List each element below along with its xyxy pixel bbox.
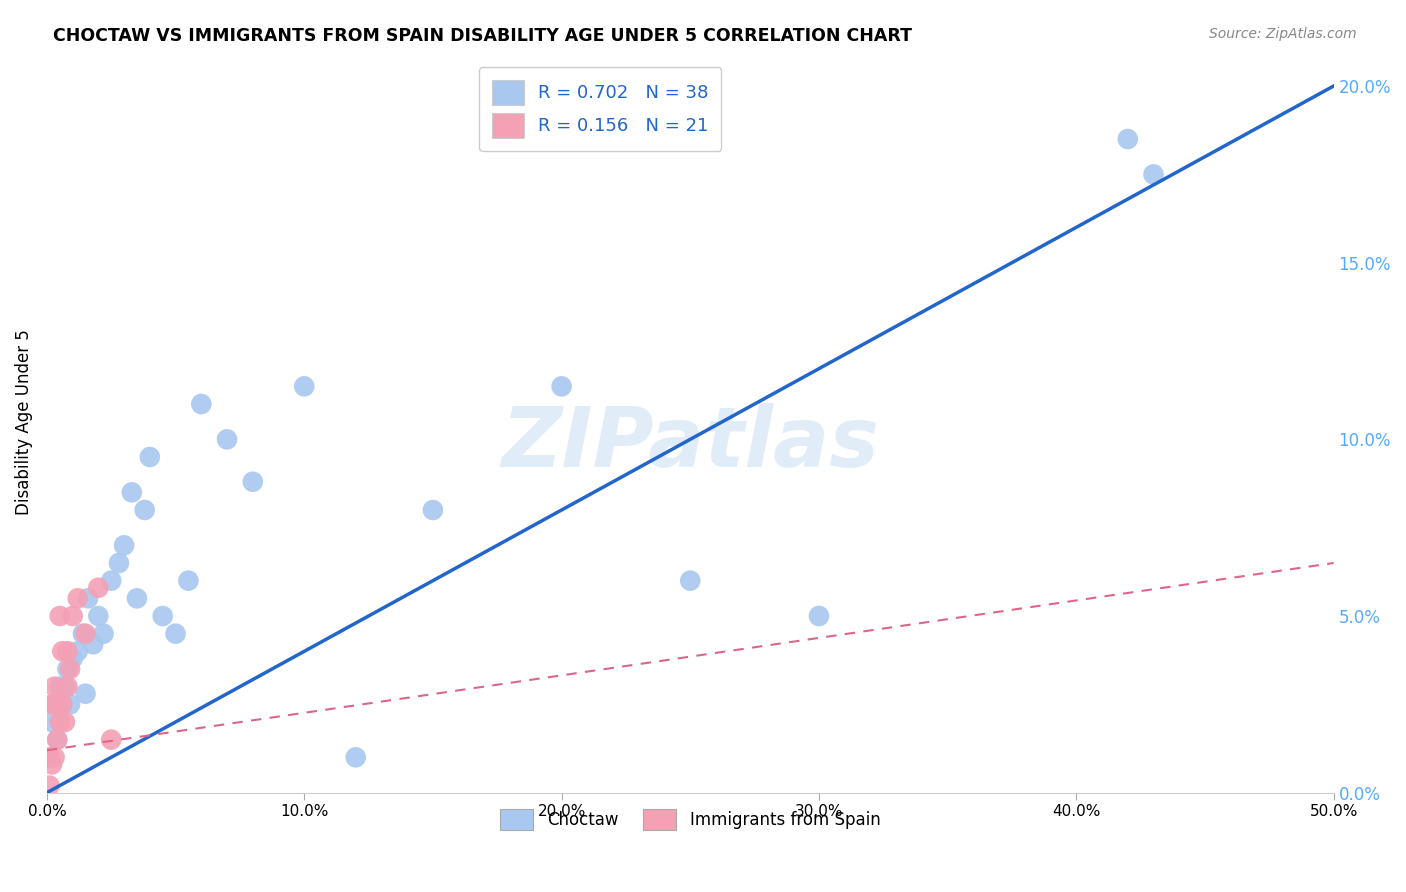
Point <box>66 591 89 606</box>
Point <box>51 698 73 712</box>
Point <box>190 397 212 411</box>
Point <box>87 609 110 624</box>
Point <box>679 574 702 588</box>
Point <box>59 662 82 676</box>
Point <box>46 732 69 747</box>
Point <box>292 379 315 393</box>
Legend: Choctaw, Immigrants from Spain: Choctaw, Immigrants from Spain <box>494 803 887 837</box>
Text: ZIPatlas: ZIPatlas <box>502 403 879 484</box>
Point <box>82 637 104 651</box>
Point <box>165 626 187 640</box>
Point <box>46 698 69 712</box>
Point <box>38 779 60 793</box>
Y-axis label: Disability Age Under 5: Disability Age Under 5 <box>15 329 32 515</box>
Point <box>56 680 79 694</box>
Point <box>422 503 444 517</box>
Point <box>49 714 72 729</box>
Point <box>41 757 63 772</box>
Point <box>41 698 63 712</box>
Point <box>93 626 115 640</box>
Point <box>125 591 148 606</box>
Point <box>56 644 79 658</box>
Point <box>177 574 200 588</box>
Point <box>72 626 94 640</box>
Point <box>87 581 110 595</box>
Point <box>51 698 73 712</box>
Text: Source: ZipAtlas.com: Source: ZipAtlas.com <box>1209 27 1357 41</box>
Point <box>49 680 72 694</box>
Point <box>1142 167 1164 181</box>
Point <box>112 538 135 552</box>
Point <box>1116 132 1139 146</box>
Point <box>152 609 174 624</box>
Point <box>121 485 143 500</box>
Point <box>49 609 72 624</box>
Point <box>344 750 367 764</box>
Point <box>44 680 66 694</box>
Point <box>77 591 100 606</box>
Point <box>100 732 122 747</box>
Point <box>108 556 131 570</box>
Point <box>59 698 82 712</box>
Point <box>62 609 84 624</box>
Point <box>53 714 76 729</box>
Point <box>139 450 162 464</box>
Text: CHOCTAW VS IMMIGRANTS FROM SPAIN DISABILITY AGE UNDER 5 CORRELATION CHART: CHOCTAW VS IMMIGRANTS FROM SPAIN DISABIL… <box>53 27 912 45</box>
Point <box>75 626 97 640</box>
Point <box>75 687 97 701</box>
Point <box>134 503 156 517</box>
Point <box>44 750 66 764</box>
Point <box>62 651 84 665</box>
Point <box>66 644 89 658</box>
Point <box>215 433 238 447</box>
Point <box>807 609 830 624</box>
Point <box>38 750 60 764</box>
Point <box>51 644 73 658</box>
Point <box>38 750 60 764</box>
Point <box>56 662 79 676</box>
Point <box>44 698 66 712</box>
Point <box>46 732 69 747</box>
Point <box>53 680 76 694</box>
Point <box>41 714 63 729</box>
Point <box>242 475 264 489</box>
Point <box>550 379 572 393</box>
Point <box>100 574 122 588</box>
